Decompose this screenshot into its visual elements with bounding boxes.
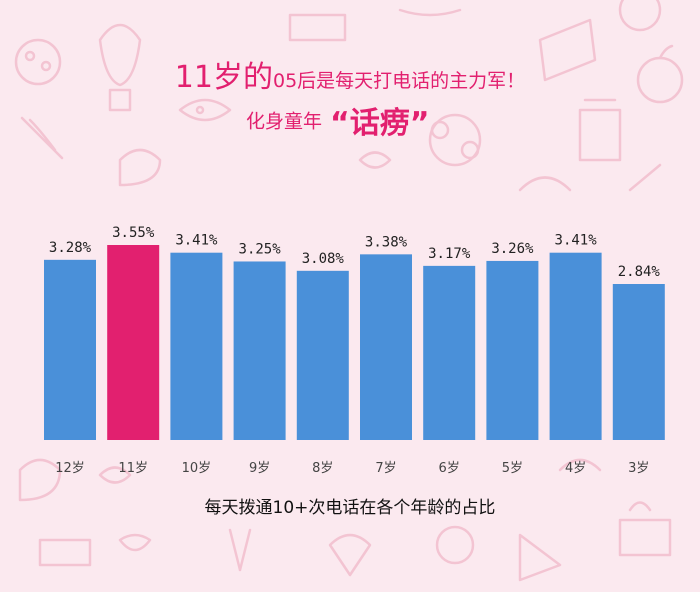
subheadline: 化身童年 “话痨” — [246, 98, 429, 142]
bar-5岁 — [486, 260, 539, 440]
bar-4岁 — [549, 252, 602, 440]
bar-6岁 — [423, 265, 476, 440]
x-tick-label: 5岁 — [502, 461, 523, 476]
x-tick-label: 12岁 — [55, 461, 85, 476]
bar-7岁 — [360, 254, 412, 440]
subheadline-quote: “话痨” — [330, 106, 430, 141]
bar-11岁 — [107, 245, 160, 440]
headline: 11岁的05后是每天打电话的主力军！ — [0, 52, 700, 96]
data-label: 3.41% — [175, 233, 218, 249]
data-label: 3.08% — [302, 251, 345, 267]
data-label: 3.26% — [491, 241, 534, 257]
x-tick-label: 4岁 — [565, 461, 586, 476]
data-label: 3.38% — [365, 234, 408, 250]
x-tick-label: 9岁 — [249, 461, 270, 476]
headline-rest: 是每天打电话的主力军！ — [316, 70, 526, 92]
x-tick-label: 3岁 — [628, 461, 649, 476]
bar-10岁 — [170, 252, 223, 440]
x-tick-label: 8岁 — [312, 461, 333, 476]
headline-cohort: 05后 — [272, 70, 317, 92]
data-label: 2.84% — [618, 264, 661, 280]
bar-3岁 — [612, 284, 665, 440]
data-label: 3.41% — [555, 233, 598, 249]
chart-caption: 每天拨通10+次电话在各个年龄的占比 — [204, 498, 496, 518]
headline-age: 11岁的 — [174, 60, 273, 95]
x-tick-label: 11岁 — [118, 461, 148, 476]
data-label: 3.17% — [428, 246, 471, 262]
bar-12岁 — [44, 259, 96, 440]
x-tick-label: 7岁 — [375, 461, 396, 476]
data-label: 3.28% — [49, 240, 92, 256]
bar-9岁 — [233, 261, 286, 440]
subheadline-lead: 化身童年 — [246, 110, 323, 133]
bar-8岁 — [296, 270, 349, 440]
x-tick-label: 6岁 — [439, 461, 460, 476]
data-label: 3.55% — [112, 225, 155, 241]
x-tick-label: 10岁 — [182, 461, 212, 476]
data-label: 3.25% — [239, 241, 282, 257]
